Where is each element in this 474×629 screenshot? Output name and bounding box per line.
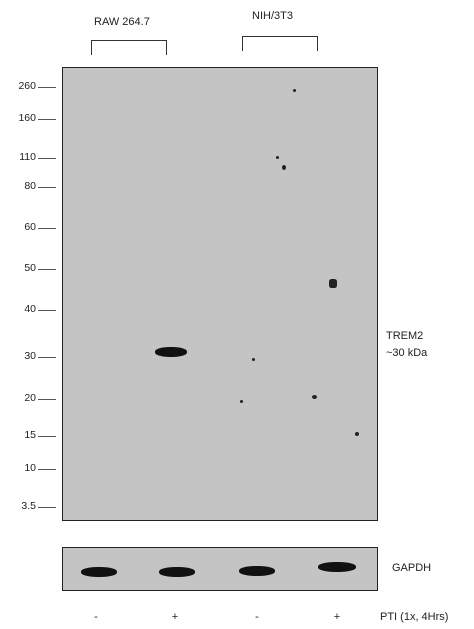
- mw-tick: [38, 269, 56, 270]
- target-label-size: ~30 kDa: [386, 347, 428, 359]
- mw-tick: [38, 507, 56, 508]
- mw-label-80: 80: [24, 180, 36, 192]
- mw-label-20: 20: [24, 392, 36, 404]
- mw-tick: [38, 399, 56, 400]
- lane-sign-3: -: [255, 611, 259, 623]
- cell-line-label-nih: NIH/3T3: [252, 10, 293, 22]
- mw-tick: [38, 436, 56, 437]
- mw-tick: [38, 357, 56, 358]
- gapdh-blot: [62, 547, 378, 591]
- mw-label-30: 30: [24, 350, 36, 362]
- loading-control-label: GAPDH: [392, 562, 432, 574]
- mw-label-50: 50: [24, 262, 36, 274]
- gapdh-band: [81, 567, 117, 577]
- cell-line-label-raw: RAW 264.7: [94, 16, 150, 28]
- speck: [329, 279, 337, 288]
- mw-label-60: 60: [24, 221, 36, 233]
- speck: [240, 400, 243, 403]
- bracket-raw: [91, 40, 167, 55]
- gapdh-band: [239, 566, 275, 576]
- mw-tick: [38, 87, 56, 88]
- mw-tick: [38, 228, 56, 229]
- mw-tick: [38, 469, 56, 470]
- mw-label-160: 160: [18, 112, 36, 124]
- mw-label-110: 110: [19, 151, 36, 163]
- lane-sign-4: +: [333, 611, 341, 623]
- speck: [293, 89, 296, 92]
- mw-tick: [38, 187, 56, 188]
- mw-label-15: 15: [24, 429, 36, 441]
- treatment-label: PTI (1x, 4Hrs): [380, 611, 449, 623]
- speck: [312, 395, 317, 399]
- mw-tick: [38, 119, 56, 120]
- speck: [282, 165, 286, 170]
- lane-sign-1: -: [94, 611, 98, 623]
- speck: [252, 358, 255, 361]
- lane-sign-2: +: [171, 611, 179, 623]
- mw-tick: [38, 310, 56, 311]
- mw-label-260: 260: [18, 80, 36, 92]
- target-label-name: TREM2: [386, 330, 424, 342]
- trem2-band: [155, 347, 187, 357]
- speck: [355, 432, 359, 436]
- gapdh-band: [318, 562, 356, 572]
- gapdh-band: [159, 567, 195, 577]
- speck: [276, 156, 279, 159]
- bracket-nih: [242, 36, 318, 51]
- mw-label-40: 40: [24, 303, 36, 315]
- mw-tick: [38, 158, 56, 159]
- main-blot: [62, 67, 378, 521]
- mw-label-3-5: 3.5: [21, 500, 36, 512]
- mw-label-10: 10: [24, 462, 36, 474]
